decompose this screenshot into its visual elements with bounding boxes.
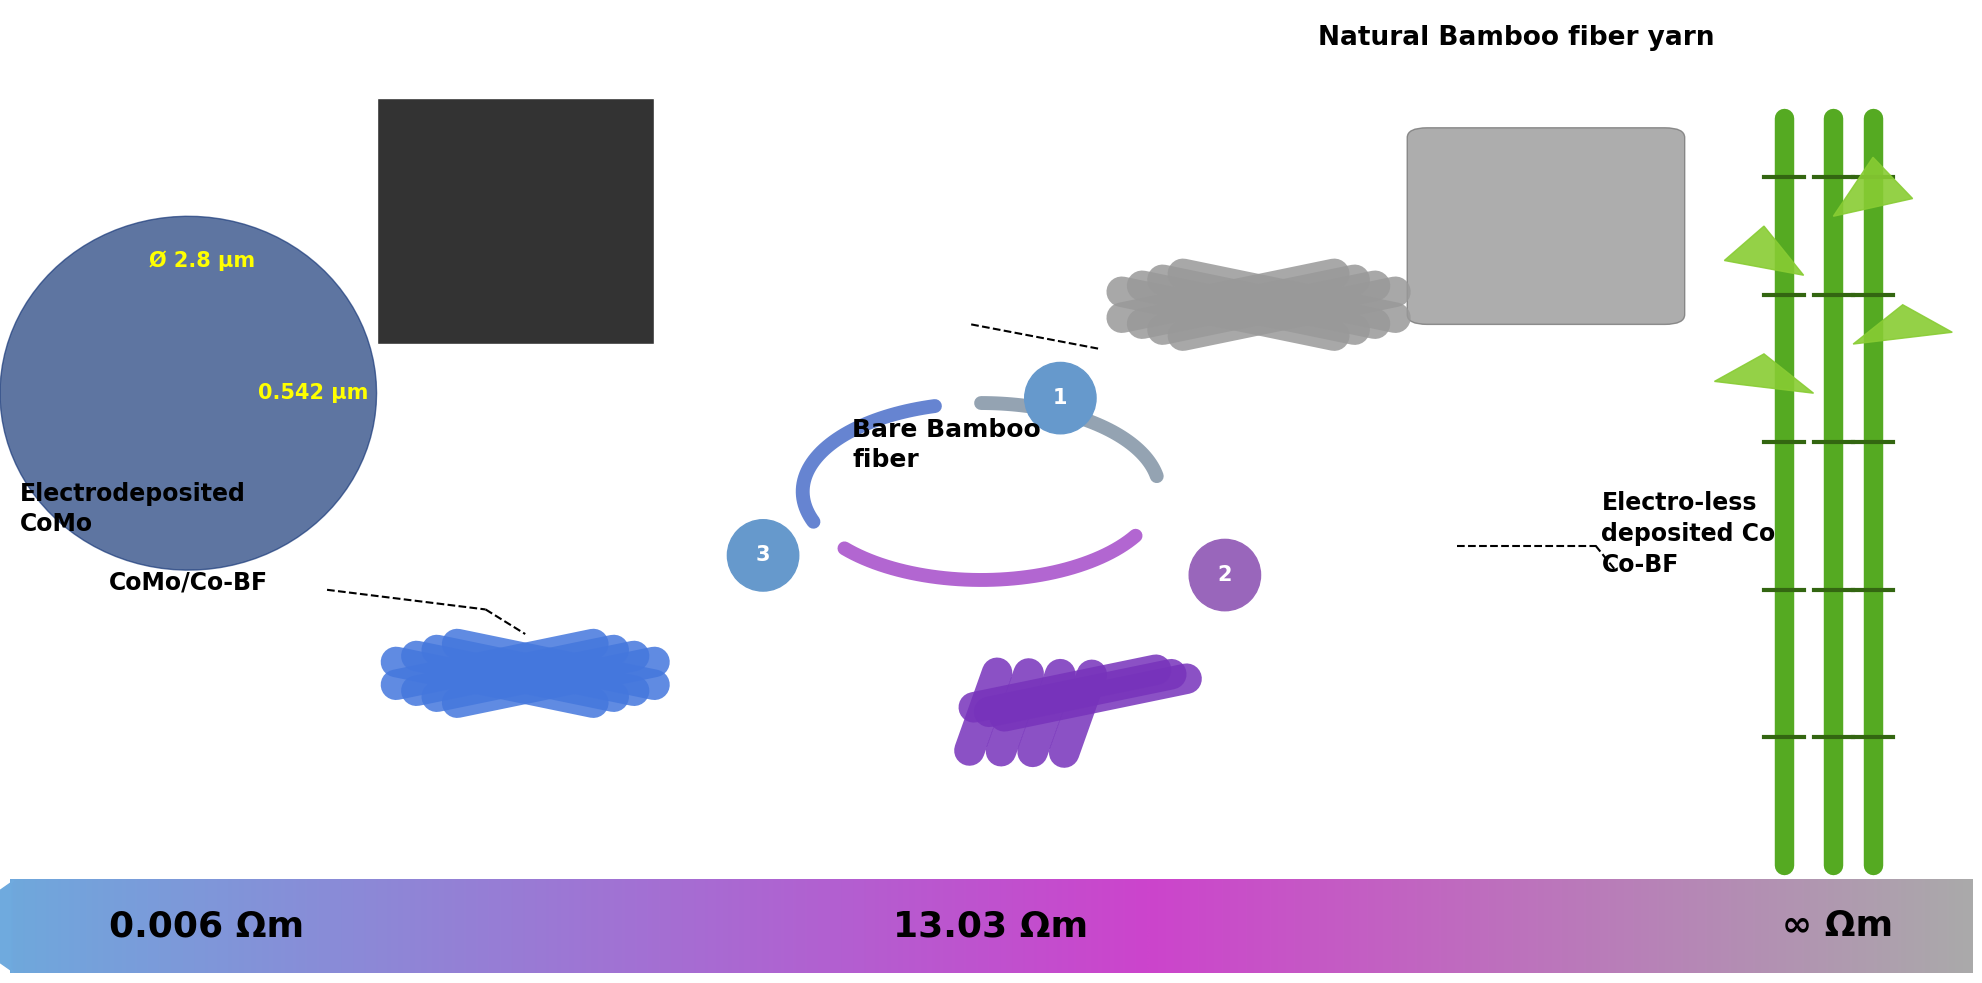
Ellipse shape [1189, 540, 1261, 610]
Text: Electro-less
deposited Co
Co-BF: Electro-less deposited Co Co-BF [1601, 492, 1776, 577]
Text: 2: 2 [1217, 565, 1233, 585]
Polygon shape [0, 216, 377, 570]
Text: 3: 3 [755, 546, 771, 565]
FancyBboxPatch shape [377, 98, 654, 344]
Text: CoMo/Co-BF: CoMo/Co-BF [109, 570, 268, 594]
Text: 0.542 μm: 0.542 μm [258, 383, 369, 403]
Text: ∞ Ωm: ∞ Ωm [1782, 909, 1893, 944]
Polygon shape [1833, 157, 1913, 216]
Text: Natural Bamboo fiber yarn: Natural Bamboo fiber yarn [1318, 25, 1714, 50]
FancyBboxPatch shape [1407, 128, 1685, 324]
Ellipse shape [727, 520, 799, 591]
Text: 0.006 Ωm: 0.006 Ωm [109, 909, 303, 944]
Text: Ø 2.8 μm: Ø 2.8 μm [149, 251, 256, 270]
FancyArrow shape [0, 881, 14, 972]
Text: 1: 1 [1052, 388, 1068, 408]
Ellipse shape [1025, 363, 1096, 434]
Text: 13.03 Ωm: 13.03 Ωm [894, 909, 1088, 944]
Polygon shape [1853, 305, 1952, 344]
Text: Electrodeposited
CoMo: Electrodeposited CoMo [20, 482, 246, 537]
Text: Bare Bamboo
fiber: Bare Bamboo fiber [852, 418, 1041, 473]
Polygon shape [1714, 354, 1814, 393]
Polygon shape [1724, 226, 1804, 275]
